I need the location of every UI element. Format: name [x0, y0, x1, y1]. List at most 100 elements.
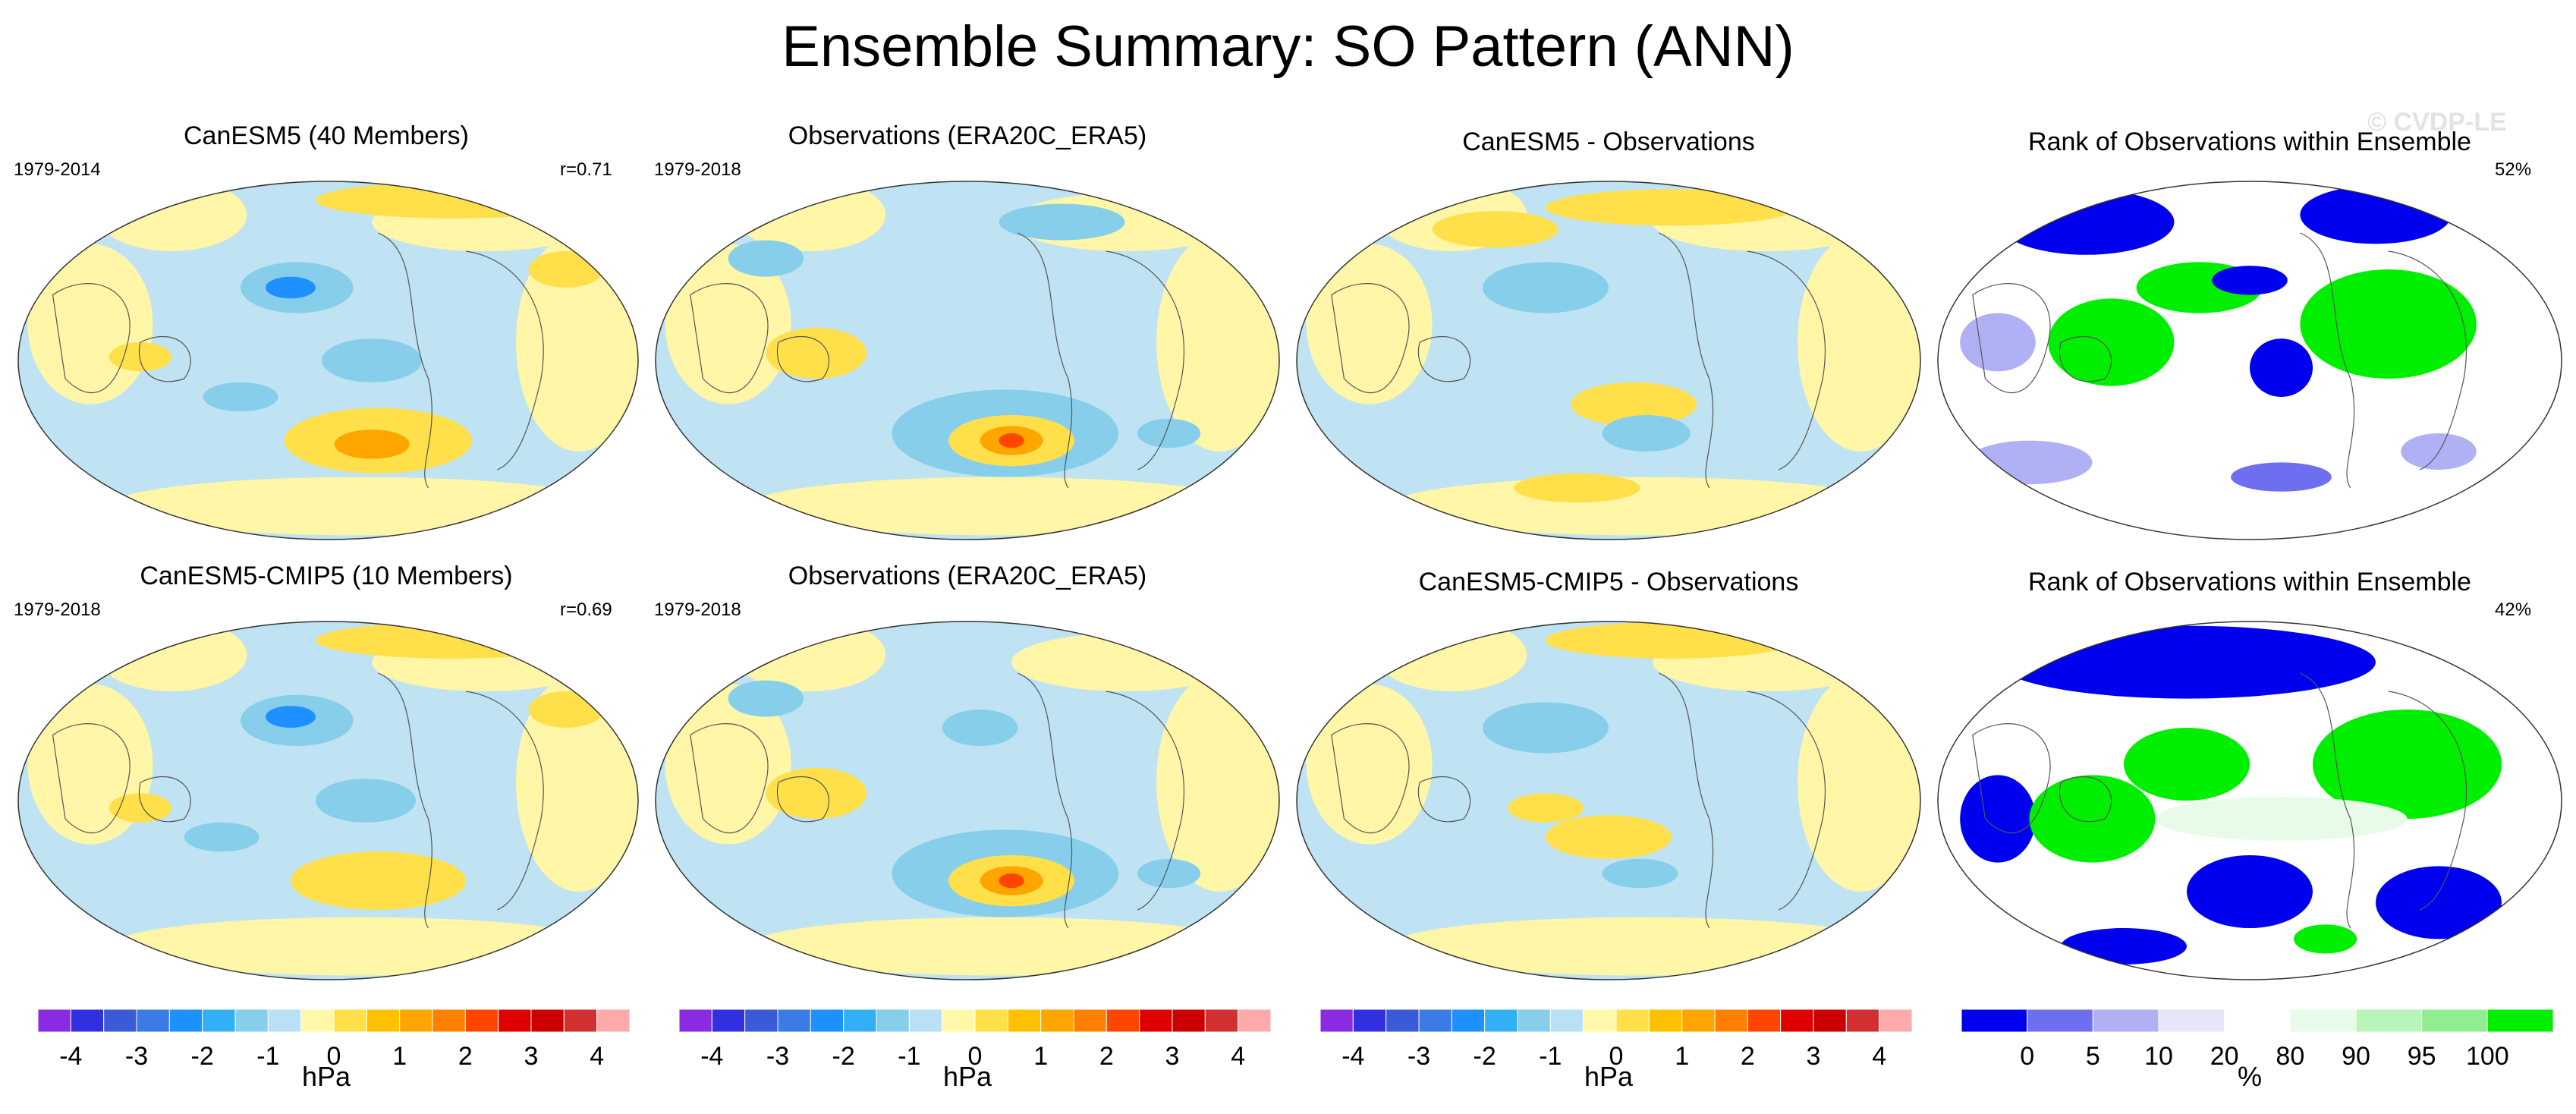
colorbar-swatch [464, 1009, 499, 1033]
colorbar-swatch [876, 1009, 910, 1033]
map-canesm5 [17, 181, 639, 540]
colorbar-tick-label: 90 [2342, 1042, 2370, 1071]
map-cmip5-minus-obs [1296, 621, 1921, 980]
map-outline [1937, 181, 2562, 540]
panel-5-title: CanESM5-CMIP5 (10 Members) [140, 562, 513, 590]
colorbar-swatch [1418, 1009, 1452, 1033]
colorbar-swatch [1549, 1009, 1584, 1033]
neutral-region [1388, 917, 1892, 976]
colorbar-hpa-3: -4 -3 -2 -1 0 1 2 3 4 [1320, 1009, 1912, 1071]
neutral-region [747, 917, 1251, 976]
colorbar-tick-label: -2 [191, 1042, 214, 1071]
pressure-anomaly-region [203, 382, 278, 412]
panel-8-title: Rank of Observations within Ensemble [2028, 568, 2471, 596]
colorbar-swatch [399, 1009, 433, 1033]
colorbar-swatch [1615, 1009, 1650, 1033]
neutral-region [109, 917, 610, 976]
colorbar-swatch [2421, 1009, 2488, 1033]
rank-region [2300, 269, 2477, 379]
colorbar-tick-label: 2 [1099, 1042, 1114, 1071]
colorbar-hpa-2: -4 -3 -2 -1 0 1 2 3 4 [679, 1009, 1271, 1071]
colorbar-swatch [1517, 1009, 1551, 1033]
neutral-region [1798, 233, 1920, 452]
pressure-anomaly-region [1546, 815, 1672, 859]
panel-6-period: 1979-2018 [654, 599, 741, 620]
pressure-anomaly-region [728, 240, 804, 277]
pressure-anomaly-region [1546, 189, 1798, 226]
colorbar-swatch [1747, 1009, 1782, 1033]
rank-region [1966, 440, 2093, 485]
coastline [1659, 232, 1714, 489]
colorbar-swatch [1386, 1009, 1420, 1033]
panel-5-correlation: r=0.69 [560, 599, 612, 620]
map-observations-1 [655, 181, 1280, 540]
colorbar-swatch [2027, 1009, 2093, 1033]
pressure-anomaly-region [1546, 622, 1798, 659]
rank-region [2294, 924, 2357, 954]
colorbar-swatch [596, 1009, 630, 1033]
map-outline [1296, 181, 1921, 540]
neutral-region [747, 477, 1251, 536]
coastline [2388, 250, 2467, 470]
colorbar-swatch [1352, 1009, 1387, 1033]
pressure-anomaly-region [766, 327, 867, 379]
colorbar-tick-label: -2 [1474, 1042, 1496, 1071]
rank-region [2250, 338, 2313, 397]
colorbar-tick-label: 0 [1609, 1042, 1624, 1071]
coastline [465, 250, 544, 470]
map-rank-2 [1937, 621, 2562, 980]
colorbar-swatch [679, 1009, 712, 1033]
pressure-anomaly-region [1514, 473, 1640, 503]
neutral-region [27, 244, 153, 404]
map-rank-1 [1937, 181, 2562, 540]
colorbar-swatch [1073, 1009, 1107, 1033]
map-canesm5-minus-obs [1296, 181, 1921, 540]
colorbar-swatch [1583, 1009, 1617, 1033]
colorbar-swatch [2092, 1009, 2159, 1033]
colorbar-tick-label: 4 [1872, 1042, 1886, 1071]
colorbar-swatch [1484, 1009, 1518, 1033]
panel-4-title: Rank of Observations within Ensemble [2028, 127, 2471, 156]
rank-region [1998, 625, 2376, 699]
colorbar-tick-label: -1 [256, 1042, 279, 1071]
colorbar-tick-label: -4 [59, 1042, 82, 1071]
rank-region [2187, 855, 2313, 928]
colorbar-swatch [974, 1009, 1008, 1033]
colorbar-tick-label: 100 [2466, 1042, 2509, 1071]
coastline [2300, 672, 2355, 929]
pressure-anomaly-region [184, 822, 259, 852]
coastline [690, 723, 769, 834]
colorbar-tick-label: 2 [458, 1042, 473, 1071]
colorbar-swatch [1106, 1009, 1140, 1033]
map-outline [1296, 621, 1921, 980]
panel-4-percent: 52% [2495, 159, 2532, 180]
panel-5-period: 1979-2018 [14, 599, 101, 620]
colorbar-4-unit: % [2237, 1061, 2262, 1092]
neutral-region [516, 233, 638, 452]
colorbar-tick-label: -3 [766, 1042, 789, 1071]
colorbar-swatch [234, 1009, 269, 1033]
colorbar-swatch [942, 1009, 976, 1033]
coastline [2388, 691, 2467, 911]
neutral-region [734, 622, 886, 691]
colorbar-tick-label: 20 [2210, 1042, 2239, 1071]
coastline [378, 232, 432, 489]
colorbar-swatch [2486, 1009, 2553, 1033]
rank-region [2231, 462, 2332, 492]
panel-1-period: 1979-2014 [14, 159, 101, 180]
pressure-anomaly-region [528, 251, 604, 288]
map-outline [655, 621, 1280, 980]
colorbar-tick-label: -3 [125, 1042, 148, 1071]
colorbar-tick-label: 0 [327, 1042, 341, 1071]
colorbar-swatch [563, 1009, 598, 1033]
rank-region [2124, 728, 2250, 801]
colorbar-tick-label: -2 [832, 1042, 855, 1071]
coastline [2300, 232, 2355, 489]
coastline [1972, 723, 2051, 834]
colorbar-hpa-1: -4 -3 -2 -1 0 1 2 3 4 [38, 1009, 630, 1071]
coastline [1106, 691, 1185, 911]
neutral-region [1306, 244, 1433, 404]
pressure-anomaly-region [266, 706, 316, 728]
coastline [378, 672, 432, 929]
colorbar-tick-label: 80 [2276, 1042, 2304, 1071]
